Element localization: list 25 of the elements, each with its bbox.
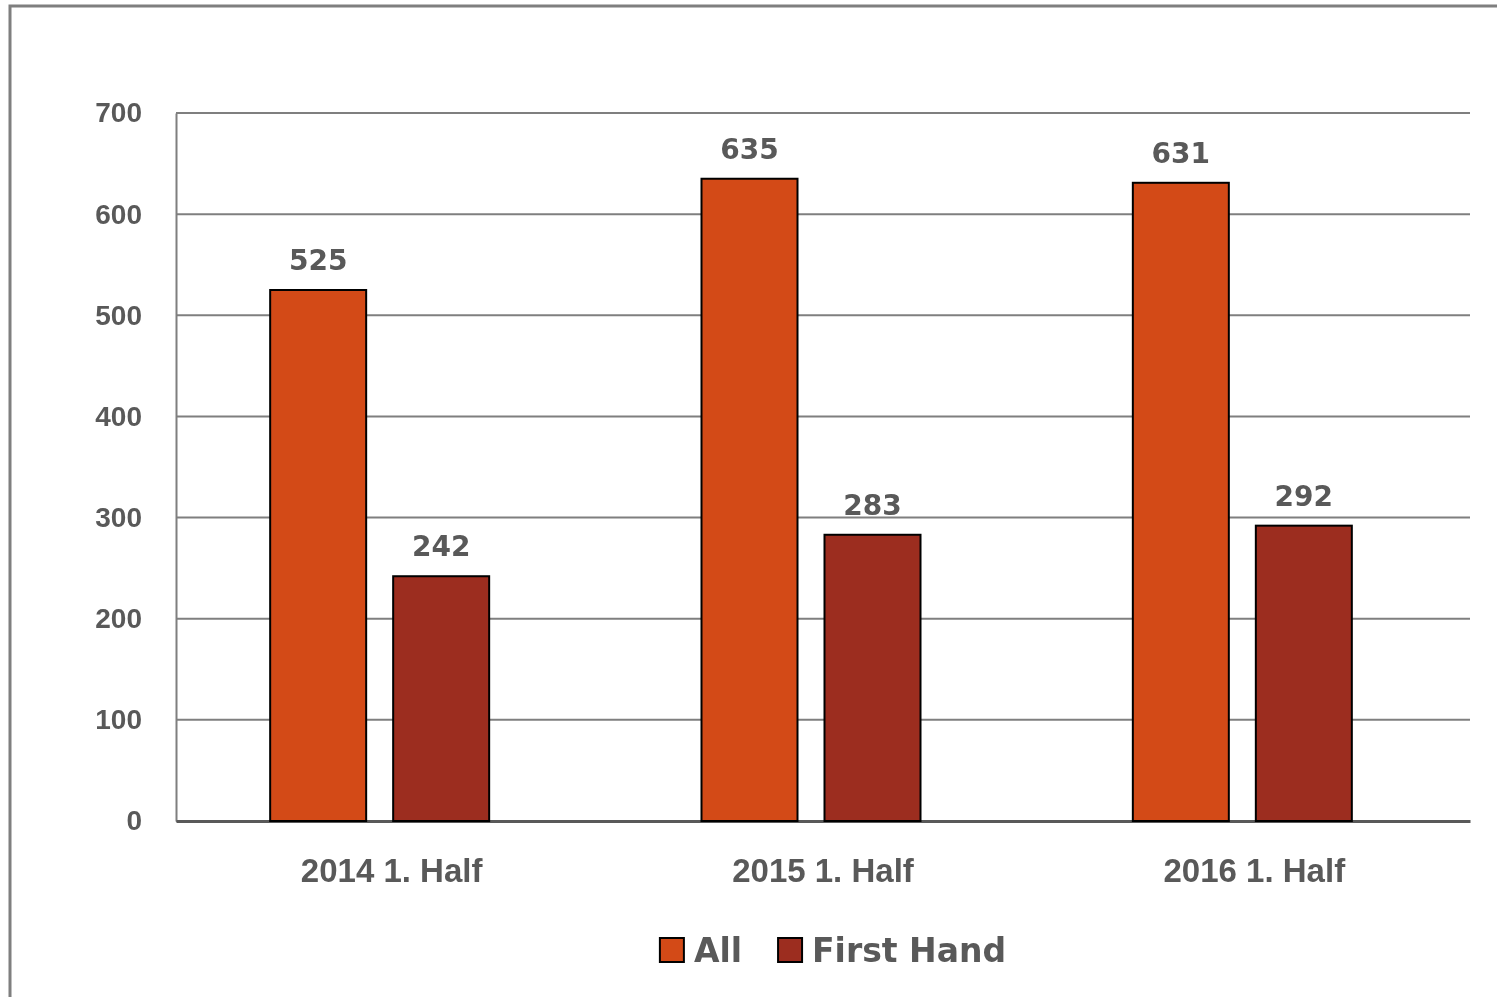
y-tick-label: 300 [95,502,142,534]
data-label: 631 [1151,136,1211,170]
bar [1131,181,1230,822]
bar [269,289,368,822]
x-tick-label: 2015 1. Half [732,852,915,890]
data-label: 292 [1274,479,1334,513]
y-tick-label: 0 [126,805,142,837]
y-tick-label: 600 [95,198,142,230]
legend-label: All [693,931,743,970]
bar [1254,524,1353,822]
legend-label: First Hand [812,931,1007,970]
y-tick-label: 700 [95,97,142,129]
x-tick-label: 2016 1. Half [1163,852,1347,890]
data-label: 283 [843,488,902,522]
bar [392,575,491,822]
y-tick-label: 100 [95,704,142,736]
x-tick-label: 2014 1. Half [300,852,484,890]
y-tick-label: 200 [95,603,142,635]
data-label: 525 [288,244,348,277]
bar [823,533,922,822]
data-label: 242 [411,530,471,564]
data-label: 635 [720,132,779,166]
y-tick-label: 400 [95,400,142,432]
y-tick-label: 500 [95,299,142,331]
bar [700,177,799,822]
